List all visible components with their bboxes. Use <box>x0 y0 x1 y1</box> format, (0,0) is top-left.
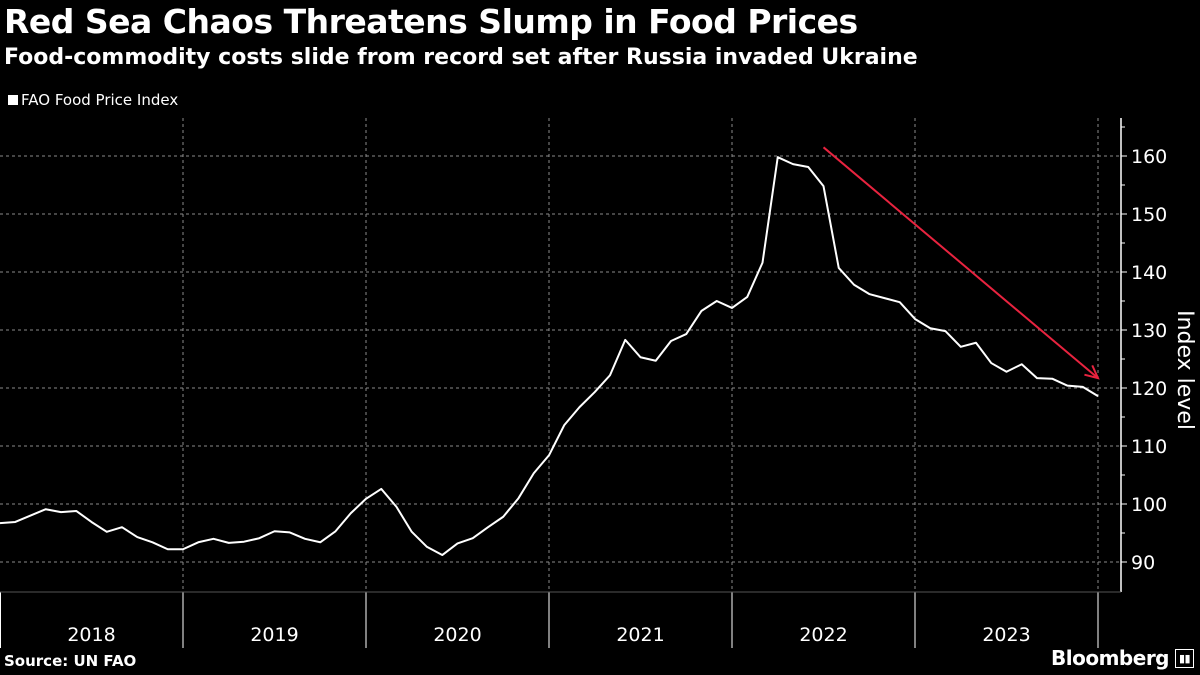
legend-label: FAO Food Price Index <box>21 91 179 109</box>
x-tick-label: 2018 <box>67 624 115 646</box>
y-tick-label: 110 <box>1131 436 1167 458</box>
chart-title: Red Sea Chaos Threatens Slump in Food Pr… <box>4 2 858 41</box>
annotation-arrow <box>822 146 1099 379</box>
arrow-head-icon <box>1084 364 1100 380</box>
series-line-fao-food-price-index <box>0 156 1099 557</box>
x-tick-label: 2019 <box>250 624 298 646</box>
brand: Bloomberg ▮▮ <box>1051 646 1194 670</box>
y-tick-label: 100 <box>1131 494 1167 516</box>
chart-subtitle: Food-commodity costs slide from record s… <box>4 45 918 70</box>
x-tick-label: 2021 <box>616 624 664 646</box>
source-note: Source: UN FAO <box>4 652 137 670</box>
x-tick-label: 2020 <box>433 624 481 646</box>
y-tick-label: 150 <box>1131 204 1167 226</box>
x-tick-label: 2022 <box>799 624 847 646</box>
legend-swatch <box>8 95 18 105</box>
y-tick-label: 160 <box>1131 146 1167 168</box>
y-tick-label: 140 <box>1131 262 1167 284</box>
y-axis-label: Index level <box>1172 310 1197 430</box>
y-tick-label: 120 <box>1131 378 1167 400</box>
legend: FAO Food Price Index <box>8 91 178 109</box>
y-tick-label: 130 <box>1131 320 1167 342</box>
brand-name: Bloomberg <box>1051 646 1169 670</box>
y-tick-label: 90 <box>1131 552 1155 574</box>
bloomberg-logo-icon: ▮▮ <box>1175 648 1194 668</box>
x-tick-label: 2023 <box>982 624 1030 646</box>
